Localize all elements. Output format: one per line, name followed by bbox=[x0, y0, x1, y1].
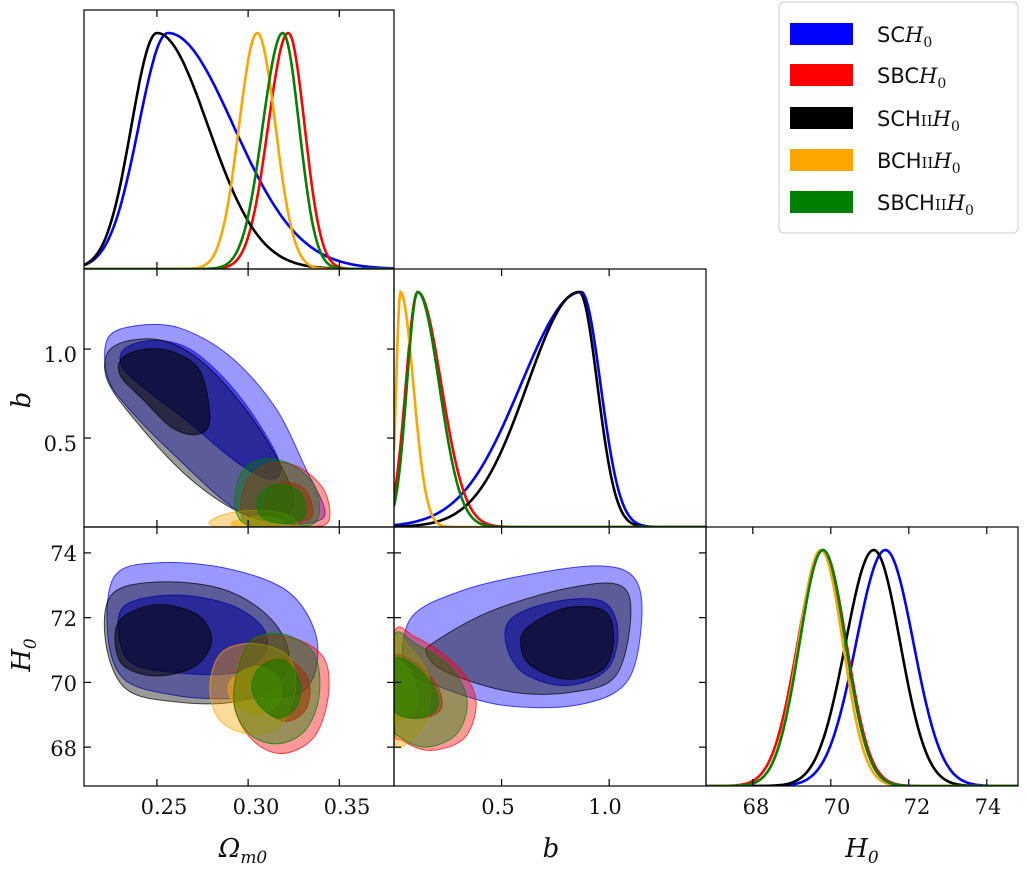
legend-label-sch0: SCH0 bbox=[877, 23, 932, 51]
legend-label-sbchiih0: SBCHIIH0 bbox=[877, 191, 974, 219]
y-axis-label-h0: H0 bbox=[7, 638, 41, 673]
legend-entry-bchiih0: BCHIIH0 bbox=[790, 149, 961, 177]
contour-sbchiih0-68-9 bbox=[256, 483, 307, 524]
lbl2-roman: II bbox=[921, 112, 933, 130]
x-tick-omega-1: 0.30 bbox=[233, 795, 280, 819]
h0-sub: 0 bbox=[868, 848, 879, 868]
lbl4-math: H bbox=[946, 191, 966, 215]
marginal-H0-sbchiih0 bbox=[706, 548, 1018, 786]
lbl2-sub: 0 bbox=[951, 119, 960, 135]
y-tick-b-0: 0.5 bbox=[44, 432, 77, 456]
h0-main: H bbox=[844, 834, 869, 864]
marginal-Omega_m0-sbch0 bbox=[84, 31, 394, 269]
y-tick-labels-h0: 68 70 72 74 bbox=[50, 542, 77, 761]
x-tick-labels-h0: 68 70 72 74 bbox=[743, 795, 1002, 819]
legend-entry-sch0: SCH0 bbox=[790, 23, 932, 51]
y-tick-h0-2: 72 bbox=[50, 607, 77, 631]
lbl3-sub: 0 bbox=[952, 161, 961, 177]
lbl0-text: SC bbox=[877, 23, 905, 47]
marginal-Omega_m0-sch0 bbox=[84, 31, 394, 269]
legend-entry-sbchiih0: SBCHIIH0 bbox=[790, 191, 974, 219]
marginal-panel-H0 bbox=[706, 548, 1018, 786]
lbl1-sub: 0 bbox=[937, 76, 946, 92]
x-tick-h0-1: 70 bbox=[824, 795, 851, 819]
legend-swatch-bchiih0 bbox=[790, 149, 853, 171]
legend-label-bchiih0: BCHIIH0 bbox=[877, 149, 961, 177]
marginal-H0-schiih0 bbox=[706, 548, 1018, 786]
legend-box bbox=[778, 1, 1019, 234]
contour-panel-H0_vs_Omega_m0 bbox=[103, 561, 330, 755]
omega-main: Ω bbox=[218, 834, 241, 864]
h0-y-sub: 0 bbox=[21, 638, 41, 649]
lbl4-text: SBCH bbox=[877, 191, 935, 215]
lbl0-sub: 0 bbox=[923, 35, 932, 51]
legend-swatch-sbchiih0 bbox=[790, 191, 853, 213]
contour-layer bbox=[103, 323, 643, 755]
lbl4-sub: 0 bbox=[965, 203, 974, 219]
x-tick-h0-0: 68 bbox=[743, 795, 770, 819]
x-tick-h0-3: 74 bbox=[975, 795, 1002, 819]
legend-label-sbch0: SBCH0 bbox=[877, 64, 946, 92]
marginal-b-schiih0 bbox=[394, 290, 706, 527]
lbl4-roman: II bbox=[935, 196, 947, 214]
x-tick-labels-omega: 0.25 0.30 0.35 bbox=[141, 795, 371, 819]
legend: SCH0 SBCH0 SCHIIH0 BCHIIH0 SBCHIIH0 bbox=[778, 1, 1019, 234]
y-tick-b-1: 1.0 bbox=[44, 343, 77, 367]
marginal-Omega_m0-bchiih0 bbox=[84, 31, 394, 269]
lbl2-math: H bbox=[932, 107, 952, 131]
omega-sub: m0 bbox=[240, 848, 267, 868]
y-tick-h0-3: 74 bbox=[50, 542, 77, 566]
marginal-H0-sbch0 bbox=[706, 548, 1018, 786]
lbl3-math: H bbox=[932, 149, 952, 173]
contour-panel-H0_vs_b bbox=[394, 565, 643, 751]
lbl3-roman: II bbox=[922, 154, 934, 172]
y-tick-labels-b: 0.5 1.0 bbox=[44, 343, 77, 456]
contour-schiih0-68-3 bbox=[520, 605, 615, 680]
marginal-H0-sch0 bbox=[706, 548, 1018, 786]
y-tick-h0-1: 70 bbox=[50, 672, 77, 696]
legend-entry-sbch0: SBCH0 bbox=[790, 64, 946, 92]
x-tick-omega-2: 0.35 bbox=[324, 795, 371, 819]
marginal-panel-b bbox=[394, 289, 706, 527]
marginal-b-sbchiih0 bbox=[394, 290, 706, 527]
x-tick-h0-2: 72 bbox=[904, 795, 931, 819]
legend-label-schiih0: SCHIIH0 bbox=[877, 107, 960, 135]
marginal-panel-Omega_m0 bbox=[84, 31, 394, 269]
x-tick-b-0: 0.5 bbox=[481, 795, 514, 819]
legend-swatch-sch0 bbox=[790, 23, 853, 45]
lbl3-text: BCH bbox=[877, 149, 922, 173]
contour-panel-b_vs_Omega_m0 bbox=[104, 323, 331, 527]
lbl2-text: SCH bbox=[877, 107, 921, 131]
marginal-Omega_m0-sbchiih0 bbox=[84, 31, 394, 269]
contour-sbchiih0-68-9 bbox=[251, 658, 302, 719]
lbl0-math: H bbox=[904, 23, 924, 47]
contour-schiih0-68-3 bbox=[114, 604, 213, 677]
y-tick-h0-0: 68 bbox=[50, 737, 77, 761]
lbl1-text: SBC bbox=[877, 64, 919, 88]
lbl1-math: H bbox=[918, 64, 938, 88]
marginal-Omega_m0-schiih0 bbox=[84, 31, 394, 269]
x-tick-labels-b: 0.5 1.0 bbox=[481, 795, 621, 819]
tick-layer bbox=[84, 10, 988, 786]
x-axis-label-h0: H0 bbox=[844, 834, 879, 868]
frame-layer bbox=[83, 9, 1019, 787]
legend-swatch-sbch0 bbox=[790, 64, 853, 86]
legend-swatch-schiih0 bbox=[790, 107, 853, 129]
contour-schiih0-68-3 bbox=[117, 348, 211, 436]
marginal-H0-bchiih0 bbox=[706, 548, 1018, 786]
y-axis-label-b: b bbox=[7, 392, 37, 409]
x-axis-label-b: b bbox=[543, 834, 560, 864]
legend-entry-schiih0: SCHIIH0 bbox=[790, 107, 960, 135]
x-tick-b-1: 1.0 bbox=[588, 795, 621, 819]
x-tick-omega-0: 0.25 bbox=[141, 795, 188, 819]
x-axis-label-omega: Ωm0 bbox=[218, 834, 268, 868]
panel-frame-2-2 bbox=[705, 526, 1019, 787]
marginal-b-sbch0 bbox=[394, 290, 706, 527]
h0-y-main: H bbox=[7, 648, 37, 673]
